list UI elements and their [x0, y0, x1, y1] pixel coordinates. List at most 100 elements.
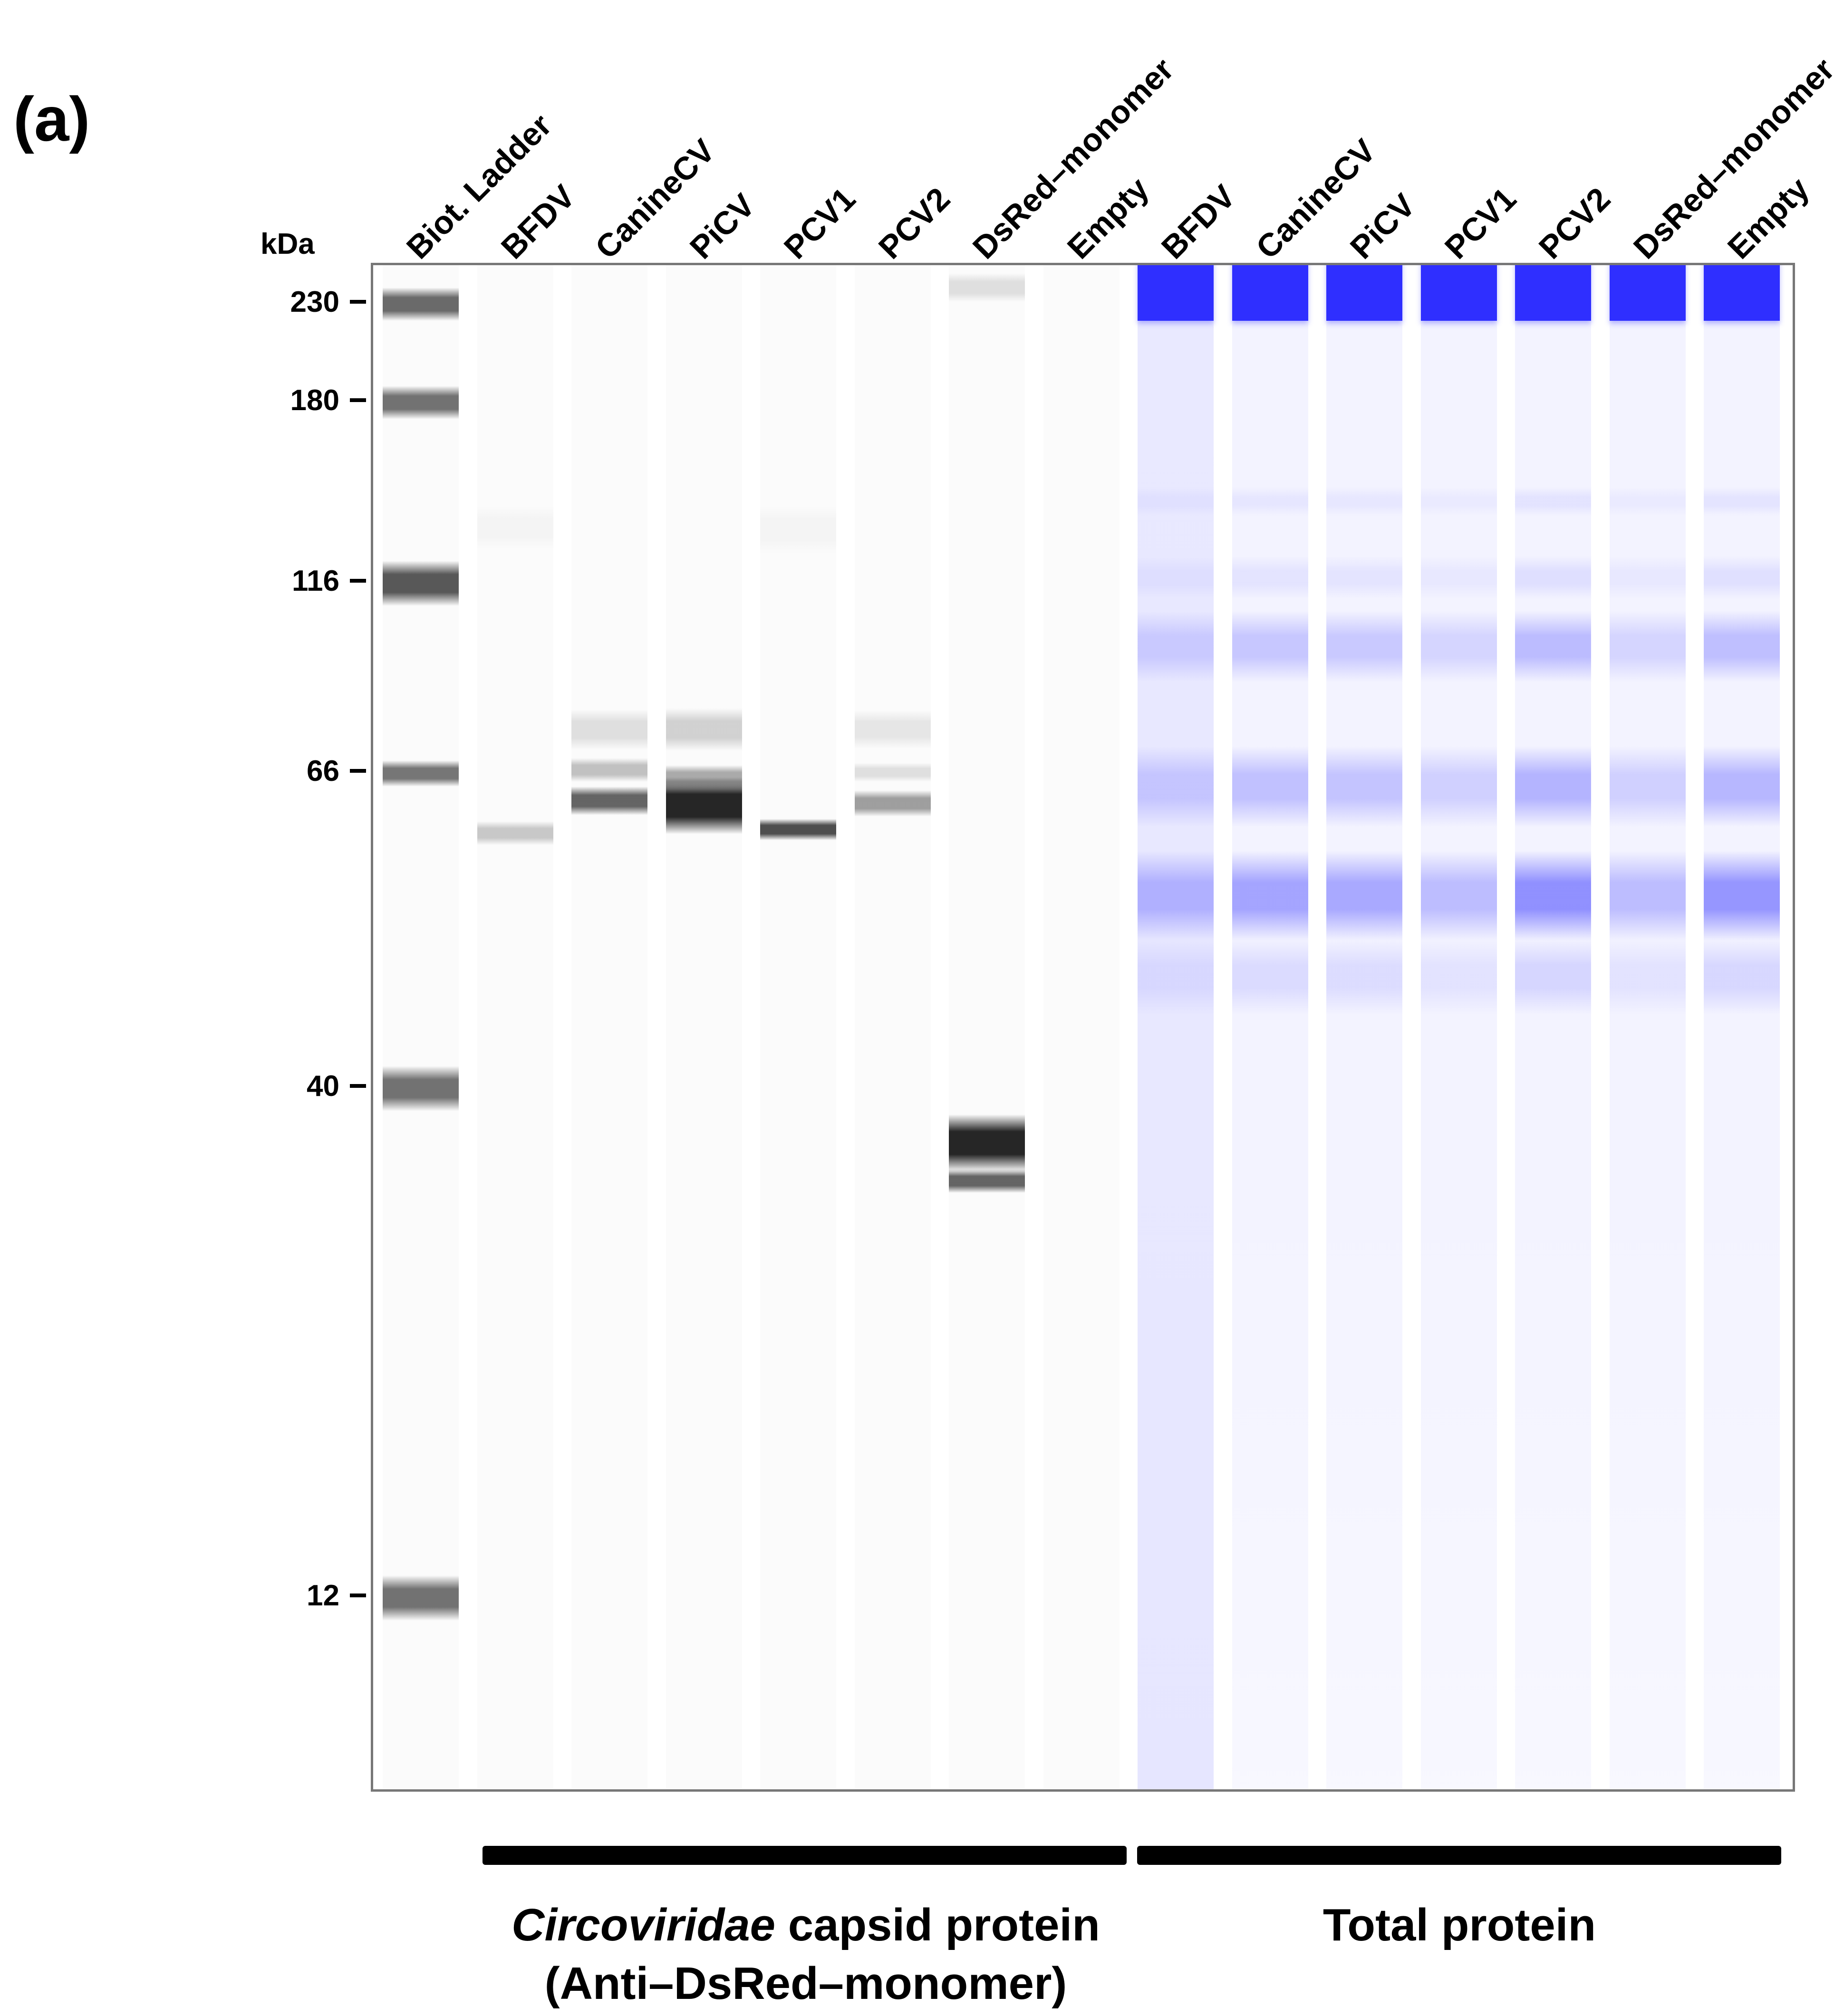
- protein-band: [1232, 611, 1308, 682]
- capsid-caption-line2: (Anti–DsRed–monomer): [544, 1958, 1067, 2009]
- mw-marker-tick: [350, 579, 366, 583]
- protein-band: [1609, 487, 1686, 516]
- protein-band: [1420, 487, 1497, 516]
- lane-label-empty-total: Empty: [1720, 170, 1816, 266]
- total-protein-caption: Total protein: [1188, 1896, 1730, 1955]
- protein-band: [1232, 851, 1308, 941]
- gel-lane-picv-total: [1326, 265, 1402, 1789]
- protein-band: [1609, 939, 1686, 1015]
- protein-band: [1704, 611, 1780, 682]
- gel-lane-caninecv-western: [571, 265, 647, 1789]
- gel-lane-pcv1-western: [760, 265, 836, 1789]
- protein-band: [1704, 487, 1780, 516]
- protein-band: [1138, 939, 1214, 1015]
- mw-marker-tick: [350, 1084, 366, 1088]
- western-band: [477, 506, 553, 549]
- gel-lane-caninecv-total: [1232, 265, 1308, 1789]
- western-band: [571, 709, 647, 750]
- protein-band: [1232, 487, 1308, 516]
- protein-band: [1704, 556, 1780, 599]
- protein-band: [1138, 556, 1214, 599]
- protein-band: [1232, 939, 1308, 1015]
- stacking-band: [1704, 265, 1780, 321]
- kda-axis-unit: kDa: [261, 228, 315, 260]
- protein-band: [1138, 487, 1214, 516]
- protein-band: [1515, 611, 1591, 682]
- stacking-band: [1515, 265, 1591, 321]
- protein-band: [1326, 487, 1402, 516]
- mw-marker-label: 180: [290, 384, 339, 417]
- western-band: [949, 1114, 1025, 1171]
- protein-band: [1609, 556, 1686, 599]
- mw-marker-label: 40: [307, 1069, 339, 1103]
- mw-marker-12: 12: [0, 1576, 366, 1614]
- mw-marker-66: 66: [0, 752, 366, 790]
- stacking-band: [1420, 265, 1497, 321]
- gel-lane-bfdv-total: [1138, 265, 1214, 1789]
- protein-band: [1704, 746, 1780, 827]
- western-band: [760, 506, 836, 554]
- western-band: [854, 763, 931, 782]
- protein-band: [1515, 746, 1591, 827]
- mw-marker-label: 12: [307, 1579, 339, 1612]
- protein-band: [1515, 556, 1591, 599]
- protein-band: [1515, 939, 1591, 1015]
- western-band: [571, 787, 647, 815]
- mw-marker-tick: [350, 300, 366, 304]
- capsid-caption-rest: capsid protein: [775, 1900, 1100, 1950]
- mw-marker-40: 40: [0, 1067, 366, 1105]
- western-band: [854, 790, 931, 816]
- protein-band: [1609, 851, 1686, 941]
- gel-lane-bfdv-western: [477, 265, 553, 1789]
- gel-lane-dsred-monomer-western: [949, 265, 1025, 1789]
- ladder-band: [383, 288, 459, 321]
- western-band: [666, 777, 742, 834]
- capsid-caption-italic: Circoviridae: [512, 1900, 776, 1950]
- western-band: [949, 1169, 1025, 1193]
- mw-marker-116: 116: [0, 562, 366, 600]
- ladder-band: [383, 386, 459, 419]
- protein-band: [1515, 487, 1591, 516]
- gel-lane-pcv2-total: [1515, 265, 1591, 1789]
- stacking-band: [1326, 265, 1402, 321]
- gel-lane-empty-total: [1704, 265, 1780, 1789]
- stacking-band: [1232, 265, 1308, 321]
- lane-label-bfdv-total: BFDV: [1154, 178, 1243, 266]
- total-protein-caption-text: Total protein: [1322, 1900, 1596, 1950]
- western-band: [949, 273, 1025, 302]
- gel-lane-empty-western: [1043, 265, 1120, 1789]
- protein-band: [1138, 611, 1214, 682]
- protein-band: [1609, 611, 1686, 682]
- protein-band: [1138, 746, 1214, 827]
- mw-marker-label: 116: [291, 564, 339, 597]
- total-protein-group-bar: [1137, 1846, 1781, 1865]
- lane-label-pcv1-total: PCV1: [1438, 181, 1523, 266]
- protein-band: [1420, 611, 1497, 682]
- protein-band: [1420, 556, 1497, 599]
- western-band: [760, 818, 836, 840]
- mw-marker-tick: [350, 398, 366, 402]
- protein-band: [1138, 851, 1214, 941]
- stacking-band: [1138, 265, 1214, 321]
- panel-label: (a): [13, 84, 90, 154]
- western-band: [571, 758, 647, 782]
- protein-band: [1704, 939, 1780, 1015]
- protein-band: [1326, 939, 1402, 1015]
- gel-lane-pcv1-total: [1420, 265, 1497, 1789]
- lane-label-picv-total: PiCV: [1343, 187, 1422, 266]
- protein-band: [1232, 746, 1308, 827]
- ladder-band: [383, 1575, 459, 1621]
- protein-band: [1420, 939, 1497, 1015]
- mw-marker-180: 180: [0, 381, 366, 419]
- protein-band: [1326, 746, 1402, 827]
- protein-band: [1609, 746, 1686, 827]
- protein-band: [1420, 851, 1497, 941]
- lane-label-bfdv-western: BFDV: [494, 178, 582, 266]
- lane-label-picv-western: PiCV: [683, 187, 762, 266]
- stacking-band: [1609, 265, 1686, 321]
- western-band: [854, 710, 931, 749]
- mw-marker-tick: [350, 1594, 366, 1597]
- western-band: [666, 708, 742, 751]
- lane-label-pcv1-western: PCV1: [777, 181, 863, 266]
- lane-label-empty-western: Empty: [1060, 170, 1156, 266]
